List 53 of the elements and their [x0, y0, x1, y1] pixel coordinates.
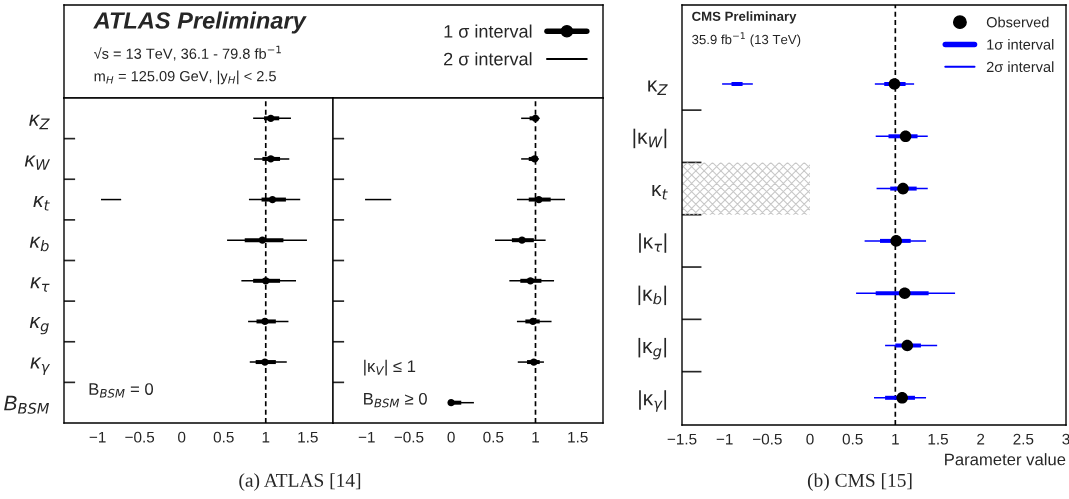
- y-tick-label: κ$_{Z}$: [648, 80, 668, 95]
- x-tick-label: −1.5: [667, 433, 697, 445]
- chart-title: CMS Preliminary: [692, 11, 797, 24]
- y-tick-label: |κ$_{b}$|: [638, 285, 667, 306]
- x-tick-label: −0.5: [394, 431, 424, 443]
- y-tick-label: κ$_{t}$: [652, 185, 668, 200]
- x-tick-label: 0.5: [842, 433, 863, 445]
- x-tick-label: 2.5: [1013, 433, 1034, 445]
- y-tick-label: κ$_{W}$: [24, 155, 50, 170]
- text: m$_{H}$ = 125.09 GeV, |y$_{H}$| < 2.5: [94, 70, 276, 85]
- x-tick-label: −1: [358, 431, 375, 443]
- x-tick-label: −0.5: [753, 433, 782, 445]
- y-tick-label: |κ$_{γ}$|: [639, 390, 667, 412]
- y-tick-label: κ$_{g}$: [29, 316, 49, 335]
- x-tick-label: 1.5: [298, 431, 318, 443]
- y-tick-label: |κ$_{g}$|: [638, 337, 667, 360]
- y-tick-label: κ$_{γ}$: [30, 357, 50, 375]
- y-tick-label: κ$_{τ}$: [30, 277, 50, 292]
- x-tick-label: 3: [1062, 433, 1069, 445]
- y-tick-label: κ$_{b}$: [29, 236, 49, 252]
- legend-label: 2σ interval: [986, 61, 1054, 73]
- chart-subtitle: √s = 13 TeV, 36.1 - 79.8 fb$^{−1}$: [94, 45, 281, 61]
- annotation: B$_{BSM}$ ≥ 0: [364, 392, 427, 408]
- x-tick-label: 1.5: [928, 433, 948, 445]
- x-tick-label: 0: [178, 431, 186, 443]
- x-tick-label: −1: [716, 433, 733, 445]
- legend-label: Observed: [986, 16, 1049, 28]
- x-tick-label: 1.5: [568, 431, 588, 443]
- x-tick-label: 1: [262, 431, 270, 443]
- y-tick-label: |κ$_{τ}$|: [639, 233, 667, 253]
- y-tick-label: B$_{BSM}$: [4, 395, 49, 414]
- annotation: B$_{BSM}$ = 0: [89, 383, 154, 398]
- x-tick-label: 2: [977, 433, 985, 445]
- x-tick-label: 0: [447, 431, 455, 443]
- annotation: |κ$_{V}$| ≤ 1: [364, 359, 416, 376]
- legend-label: 2 σ interval: [444, 52, 532, 66]
- legend-label: 1 σ interval: [444, 24, 532, 38]
- y-tick-label: |κ$_{W}$|: [633, 128, 667, 149]
- x-tick-label: −1: [89, 431, 106, 443]
- text: (a) ATLAS [14]: [239, 473, 361, 491]
- x-tick-label: 0.5: [483, 431, 504, 443]
- x-tick-label: 0.5: [213, 431, 234, 443]
- x-tick-label: 1: [532, 431, 539, 443]
- x-tick-label: 1: [892, 433, 899, 445]
- chart-title: ATLAS Preliminary: [93, 11, 307, 34]
- x-tick-label: −0.5: [125, 431, 155, 443]
- legend-label: 1σ interval: [987, 39, 1054, 50]
- x-tick-label: 0: [806, 433, 814, 445]
- chart-subtitle: 35.9 fb$^{−1}$ (13 TeV): [692, 32, 801, 47]
- y-tick-label: κ$_{Z}$: [29, 114, 50, 130]
- text: (b) CMS [15]: [807, 473, 912, 491]
- x-axis-title: Parameter value: [945, 453, 1066, 466]
- y-tick-label: κ$_{t}$: [33, 196, 50, 211]
